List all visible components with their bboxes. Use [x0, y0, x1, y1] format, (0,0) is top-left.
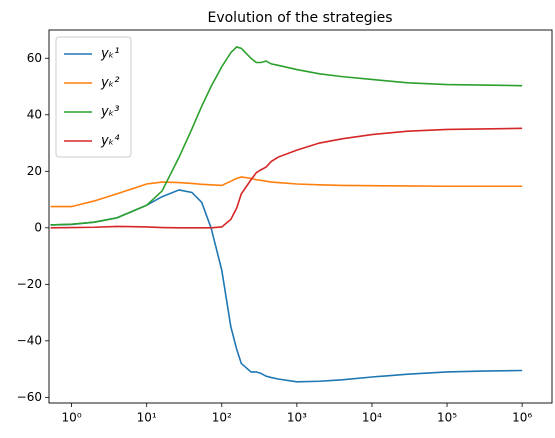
x-tick-label: 10⁴	[362, 411, 382, 425]
x-tick-label: 10⁰	[62, 411, 82, 425]
y-tick-label: −60	[17, 390, 42, 404]
y-tick-label: −40	[17, 333, 42, 347]
chart-title: Evolution of the strategies	[207, 10, 392, 26]
x-tick-label: 10³	[287, 411, 307, 425]
legend-box	[55, 36, 132, 158]
x-tick-label: 10¹	[137, 411, 157, 425]
series-line	[50, 189, 523, 383]
axes-frame	[48, 29, 553, 404]
y-tick-label: 60	[27, 51, 42, 65]
y-tick-label: −20	[17, 277, 42, 291]
legend-label: yₖ³	[100, 105, 119, 120]
legend-label: yₖ¹	[100, 47, 119, 62]
x-tick-label: 10⁵	[437, 411, 457, 425]
y-tick-label: 20	[27, 164, 42, 178]
y-tick-label: 40	[27, 107, 42, 121]
series-line	[50, 176, 523, 208]
legend-label: yₖ²	[100, 76, 119, 91]
x-tick-label: 10⁶	[512, 411, 532, 425]
series-line	[50, 127, 523, 229]
y-tick-label: 0	[34, 220, 42, 234]
x-tick-label: 10²	[212, 411, 232, 425]
series-line	[50, 46, 523, 226]
legend-label: yₖ⁴	[100, 134, 120, 149]
plot-area	[50, 46, 523, 383]
